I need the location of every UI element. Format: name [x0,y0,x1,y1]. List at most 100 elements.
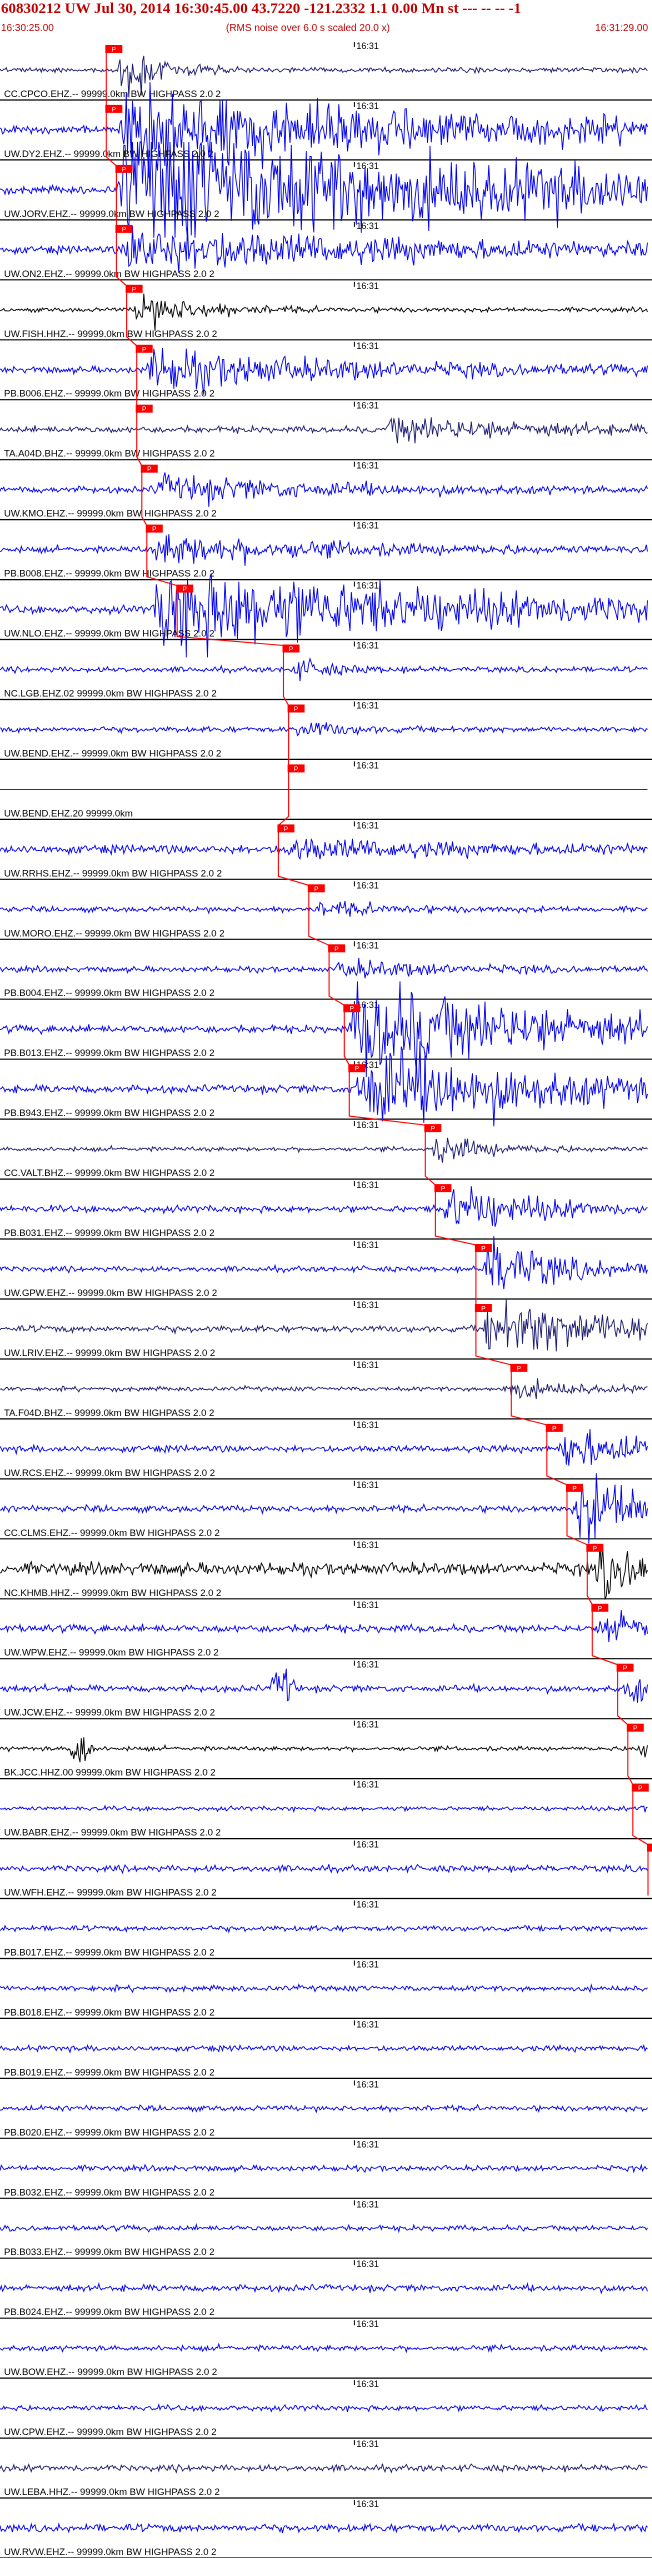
pick-box [135,404,153,413]
pick-label: P [152,526,156,533]
minute-tick-label: 16:31 [356,1060,379,1070]
pick-marker: P [616,1663,634,1672]
pick-label: P [552,1425,556,1432]
pick-label: P [355,1066,359,1073]
pick-label: P [122,226,126,233]
end-time: 16:31:29.00 [595,23,648,34]
trace-row: 16:31 UW.DY2.EHZ.-- 99999.0km BW HIGHPASS… [0,82,652,178]
waveform [0,1186,648,1227]
minute-tick-label: 16:31 [356,1420,379,1430]
minute-tick-label: 16:31 [356,2259,379,2269]
waveform [0,2281,648,2295]
minute-tick-label: 16:31 [356,820,379,830]
trace-row: 16:31 PB.B020.EHZ.-- 99999.0km BW HIGHPAS… [0,2079,652,2139]
pick-label: P [441,1186,445,1193]
trace-row: 16:31 CC.CPCO.EHZ.-- 99999.0km BW HIGHPAS… [0,41,652,101]
station-label: UW.BEND.EHZ.-- 99999.0km BW HIGHPASS 2.0… [4,748,221,759]
minute-tick-label: 16:31 [356,221,379,231]
pick-box [176,584,194,593]
pick-marker: P [282,644,300,653]
station-label: PB.B017.EHZ.-- 99999.0km BW HIGHPASS 2.0… [4,1948,215,1959]
minute-tick-label: 16:31 [356,581,379,591]
pick-label: P [633,1725,637,1732]
waveform [0,2463,648,2474]
minute-tick-label: 16:31 [356,1120,379,1130]
trace-row: 16:31 UW.BEND.EHZ.-- 99999.0km BW HIGHPAS… [0,701,652,761]
trace-row: 16:31 UW.NLO.EHZ.-- 99999.0km BW HIGHPASS… [0,573,652,658]
pick-marker: P [474,1244,492,1253]
station-label: PB.B018.EHZ.-- 99999.0km BW HIGHPASS 2.0… [4,2007,215,2018]
minute-tick-label: 16:31 [356,1780,379,1790]
pick-box [282,644,300,653]
minute-tick-label: 16:31 [356,2319,379,2329]
pick-marker: P [176,584,194,593]
station-label: PB.B032.EHZ.-- 99999.0km BW HIGHPASS 2.0… [4,2187,215,2198]
station-label: BK.JCC.HHZ.00 99999.0km BW HIGHPASS 2.0 … [4,1768,216,1779]
waveform [0,417,648,444]
station-label: UW.LEBA.HHZ.-- 99999.0km BW HIGHPASS 2.0… [4,2487,220,2498]
station-label: UW.MORO.EHZ.-- 99999.0km BW HIGHPASS 2.0… [4,928,225,939]
pick-label: P [598,1605,602,1612]
minute-tick-label: 16:31 [356,1180,379,1190]
pick-marker: P [474,1304,492,1313]
trace-row: 16:31 PB.B013.EHZ.-- 99999.0km BW HIGHPAS… [0,981,652,1078]
waveform [0,2403,648,2413]
waveform [0,534,648,566]
waveform [0,293,648,331]
trace-row: 16:31 UW.KMO.EHZ.-- 99999.0km BW HIGHPASS… [0,461,652,521]
pick-box [591,1603,609,1612]
pick-marker: P [586,1543,604,1552]
trace-row: 16:31 PB.B943.EHZ.-- 99999.0km BW HIGHPAS… [0,1041,652,1127]
pick-box [105,104,123,113]
trace-row: 16:31 PB.B019.EHZ.-- 99999.0km BW HIGHPAS… [0,2019,652,2080]
waveform [0,573,648,658]
minute-tick-label: 16:31 [356,101,379,111]
pick-label: P [517,1365,521,1372]
minute-tick-label: 16:31 [356,2199,379,2209]
minute-tick-label: 16:31 [356,760,379,770]
waveform [0,1378,648,1400]
pick-marker: P [140,464,158,473]
minute-tick-label: 16:31 [356,1000,379,1010]
pick-box [328,944,346,953]
minute-tick-label: 16:31 [356,2079,379,2089]
station-label: PB.B031.EHZ.-- 99999.0km BW HIGHPASS 2.0… [4,1228,215,1239]
pick-box [631,1783,649,1792]
trace-row: 16:31 UW.RRHS.EHZ.-- 99999.0km BW HIGHPAS… [0,820,652,880]
minute-tick-label: 16:31 [356,161,379,171]
minute-tick-label: 16:31 [356,880,379,890]
trace-row: 16:31 PB.B008.EHZ.-- 99999.0km BW HIGHPAS… [0,521,652,581]
pick-label: P [147,466,151,473]
minute-tick-label: 16:31 [356,281,379,291]
minute-tick-label: 16:31 [356,940,379,950]
waveform [0,657,648,682]
trace-row: 16:31 PB.B017.EHZ.-- 99999.0km BW HIGHPAS… [0,1900,652,1960]
waveform [0,1737,648,1763]
trace-row: 16:31 PB.B018.EHZ.-- 99999.0km BW HIGHPAS… [0,1960,652,2020]
start-time: 16:30:25.00 [1,23,54,34]
pick-box [140,464,158,473]
station-label: PB.B943.EHZ.-- 99999.0km BW HIGHPASS 2.0… [4,1108,215,1119]
pick-marker: P [307,884,325,893]
waveform [0,472,648,507]
station-label: PB.B024.EHZ.-- 99999.0km BW HIGHPASS 2.0… [4,2307,215,2318]
pick-label: P [112,47,116,54]
minute-tick-label: 16:31 [356,1900,379,1910]
pick-label: P [593,1545,597,1552]
pick-box [307,884,325,893]
waveform [0,2222,648,2234]
pick-marker: P [434,1184,452,1193]
pick-marker: P [125,284,143,293]
pick-label: P [314,886,318,893]
station-label: UW.RRHS.EHZ.-- 99999.0km BW HIGHPASS 2.0… [4,868,222,879]
waveform [0,1983,648,1994]
pick-box [348,1064,366,1073]
station-label: UW.GPW.EHZ.-- 99999.0km BW HIGHPASS 2.0 … [4,1288,217,1299]
station-label: PB.B008.EHZ.-- 99999.0km BW HIGHPASS 2.0… [4,569,215,580]
pick-label: P [284,826,288,833]
minute-tick-label: 16:31 [356,701,379,711]
station-label: PB.B019.EHZ.-- 99999.0km BW HIGHPASS 2.0… [4,2067,215,2078]
pick-box [343,1004,361,1013]
waveform [0,2043,648,2054]
pick-box [510,1363,528,1372]
